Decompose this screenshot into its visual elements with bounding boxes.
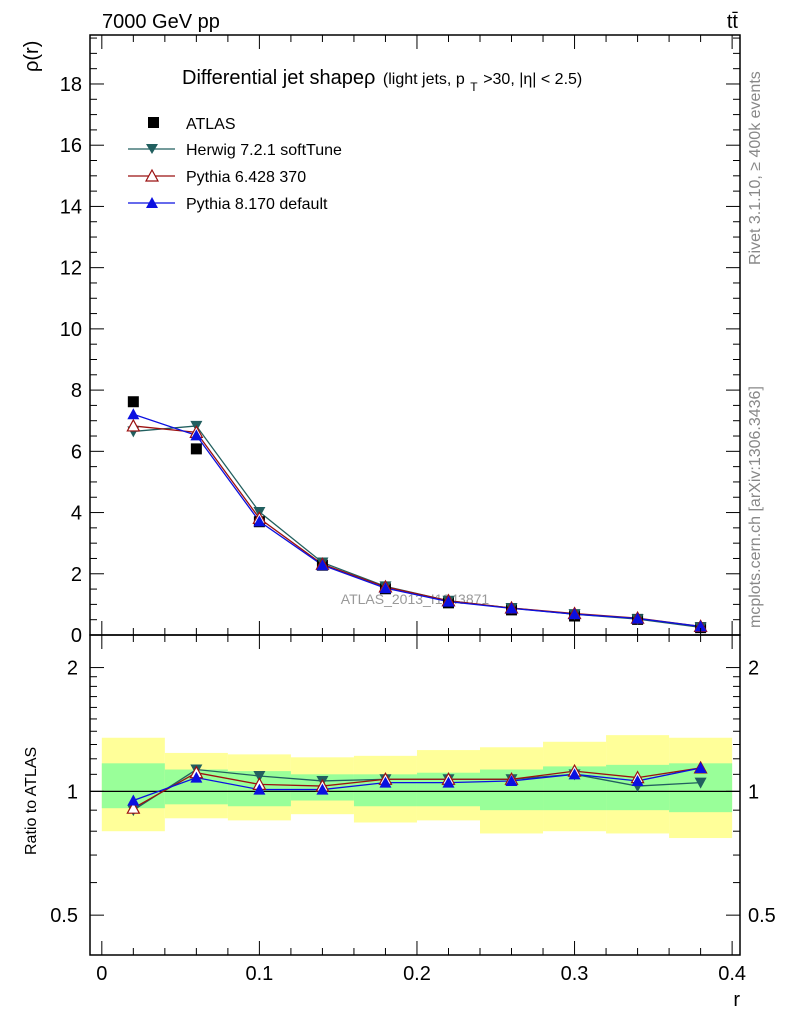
- main-y-tick-label: 6: [71, 441, 82, 463]
- main-point-pythia-8-170-default: [505, 602, 518, 614]
- legend-pythia6-marker: [144, 168, 160, 182]
- ratio-line-pythia-8-170-default: [133, 767, 701, 802]
- main-point-pythia-8-170-default: [442, 595, 455, 607]
- main-y-tick-label: 18: [60, 74, 82, 96]
- legend-herwig-label: Herwig 7.2.1 softTune: [186, 142, 342, 159]
- main-y-tick-label: 8: [71, 380, 82, 402]
- ratio-y-tick-label-right: 2: [748, 658, 759, 680]
- ratio-point-pythia-8-170-default: [442, 776, 455, 788]
- main-y-tick-label: 10: [60, 319, 82, 341]
- ratio-y-tick-label-right: 1: [748, 781, 759, 803]
- main-y-tick-label: 14: [60, 196, 82, 218]
- ratio-point-pythia-6-428-370: [126, 800, 141, 814]
- ratio-y-tick-label: 2: [67, 658, 78, 680]
- main-point-pythia-6-428-370: [126, 418, 141, 432]
- legend-atlas-label: ATLAS: [186, 116, 236, 133]
- ratio-point-pythia-8-170-default: [505, 774, 518, 786]
- legend-pythia8-marker: [146, 197, 158, 208]
- chart-title-sub-sub: T: [470, 80, 478, 94]
- main-point-pythia-8-170-default: [253, 515, 266, 527]
- main-point-pythia-8-170-default: [316, 559, 329, 571]
- main-point-pythia-8-170-default: [190, 429, 203, 441]
- x-tick-label: 0.4: [718, 963, 746, 985]
- ratio-y-tick-label-right: 0.5: [748, 905, 776, 927]
- main-series-layer: [126, 396, 708, 634]
- main-point-pythia-8-170-default: [379, 582, 392, 594]
- ratio-point-pythia-8-170-default: [316, 783, 329, 795]
- ratio-point-pythia-8-170-default: [379, 776, 392, 788]
- ratio-point-pythia-8-170-default: [190, 771, 203, 783]
- main-y-tick-label: 2: [71, 564, 82, 586]
- main-point-atlas: [127, 396, 139, 408]
- ratio-series-layer: [126, 760, 708, 817]
- legend: ATLAS Herwig 7.2.1 softTune Pythia 6.428…: [128, 116, 342, 213]
- x-tick-label: 0.2: [403, 963, 431, 985]
- ratio-panel: 0.5 0.5 1 1 2 2 0 0.1 0.2 0.3 0.4 Ratio to ATLAS r: [23, 634, 776, 1011]
- ratio-plot-frame: [89, 634, 741, 956]
- legend-pythia6-label: Pythia 6.428 370: [186, 169, 306, 186]
- ratio-point-pythia-8-170-default: [127, 794, 140, 806]
- main-axes: 0 2 4 6 8 10 12 14 16 18: [60, 35, 740, 647]
- y-axis-label-ratio: Ratio to ATLAS: [23, 747, 40, 855]
- ratio-y-tick-label: 0.5: [50, 905, 78, 927]
- ratio-point-pythia-8-170-default: [568, 768, 581, 780]
- ratio-point-pythia-8-170-default: [694, 761, 707, 773]
- main-panel: Differential jet shapeρ (light jets, p T…: [21, 34, 741, 647]
- y-axis-label-main: ρ(r): [21, 41, 43, 72]
- x-tick-label: 0.1: [245, 963, 273, 985]
- x-tick-label: 0.3: [561, 963, 589, 985]
- main-point-pythia-8-170-default: [127, 408, 140, 420]
- header-process: tt̄: [727, 11, 739, 33]
- ratio-line-pythia-6-428-370: [133, 767, 701, 809]
- chart-title-sub-b: >30, |η| < 2.5): [483, 71, 582, 88]
- main-y-tick-label: 0: [71, 625, 82, 647]
- rivet-version-text: Rivet 3.1.10, ≥ 400k events: [747, 71, 764, 265]
- x-tick-label: 0: [96, 963, 107, 985]
- ratio-point-pythia-8-170-default: [631, 774, 644, 786]
- main-line-pythia-8-170-default: [133, 413, 701, 628]
- main-y-tick-label: 16: [60, 135, 82, 157]
- chart-title: Differential jet shapeρ (light jets, p T…: [182, 67, 582, 96]
- chart-title-sub-a: (light jets, p: [383, 71, 465, 88]
- legend-atlas-marker: [148, 117, 159, 128]
- ratio-point-herwig-7-2-1-softtune: [694, 777, 707, 789]
- main-point-pythia-8-170-default: [568, 608, 581, 620]
- main-y-tick-label: 4: [71, 503, 82, 525]
- chart-title-main: Differential jet shapeρ: [182, 67, 375, 89]
- ratio-y-tick-label: 1: [67, 781, 78, 803]
- main-point-atlas: [190, 443, 202, 455]
- main-point-pythia-8-170-default: [631, 612, 644, 624]
- x-axis-label: r: [733, 989, 740, 1011]
- main-y-tick-label: 12: [60, 258, 82, 280]
- ratio-axes: 0.5 0.5 1 1 2 2 0 0.1 0.2 0.3 0.4: [50, 635, 776, 985]
- main-point-pythia-8-170-default: [694, 620, 707, 632]
- legend-herwig-marker: [146, 144, 158, 154]
- ratio-point-pythia-8-170-default: [253, 783, 266, 795]
- legend-pythia8-label: Pythia 8.170 default: [186, 196, 328, 213]
- mcplots-reference-text: mcplots.cern.ch [arXiv:1306.3436]: [747, 386, 764, 628]
- header-energy: 7000 GeV pp: [102, 11, 220, 33]
- ratio-point-herwig-7-2-1-softtune: [253, 770, 266, 782]
